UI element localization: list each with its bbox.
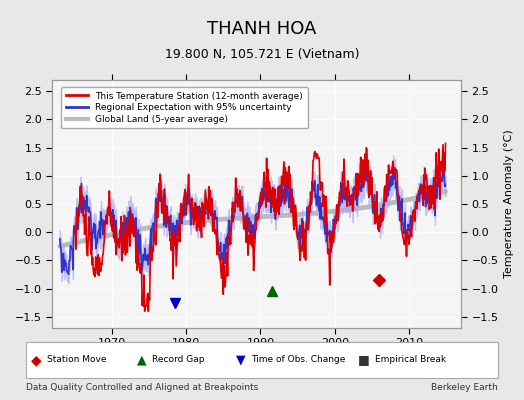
Text: Time of Obs. Change: Time of Obs. Change [252,350,346,358]
Text: ■: ■ [358,354,370,366]
Text: Record Gap: Record Gap [152,350,204,358]
Text: ▲: ▲ [137,354,146,366]
Text: ◆: ◆ [31,347,42,361]
Text: ◆: ◆ [31,353,42,367]
Text: Berkeley Earth: Berkeley Earth [431,383,498,392]
Text: ▼: ▼ [236,348,246,360]
Legend: This Temperature Station (12-month average), Regional Expectation with 95% uncer: This Temperature Station (12-month avera… [61,87,308,128]
Text: Station Move: Station Move [47,350,107,358]
Text: ▲: ▲ [137,348,146,360]
Y-axis label: Temperature Anomaly (°C): Temperature Anomaly (°C) [504,130,514,278]
Text: Time of Obs. Change: Time of Obs. Change [252,356,346,364]
Text: ■: ■ [358,348,370,360]
Text: THANH HOA: THANH HOA [208,20,316,38]
Text: Station Move: Station Move [47,356,107,364]
Text: ▼: ▼ [236,354,246,366]
Text: Record Gap: Record Gap [152,356,204,364]
Text: Empirical Break: Empirical Break [375,356,446,364]
Text: Empirical Break: Empirical Break [375,350,446,358]
Text: 19.800 N, 105.721 E (Vietnam): 19.800 N, 105.721 E (Vietnam) [165,48,359,61]
Text: Data Quality Controlled and Aligned at Breakpoints: Data Quality Controlled and Aligned at B… [26,383,258,392]
